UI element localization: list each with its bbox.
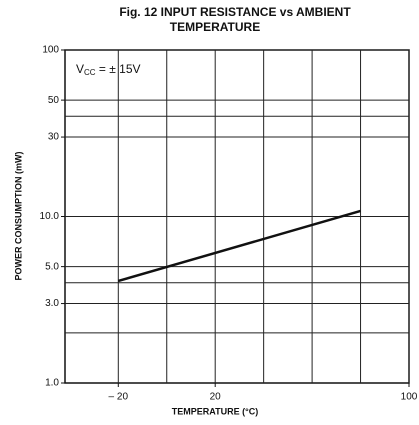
x-axis-label: TEMPERATURE (°C)	[172, 406, 258, 416]
y-tick-label: 100	[42, 45, 59, 56]
data-line	[117, 209, 361, 283]
chart-title: TEMPERATURE	[170, 20, 260, 34]
annotation: VCC = ± 15V	[76, 62, 141, 77]
y-tick-label: 5.0	[45, 261, 59, 272]
x-tick-label: 100	[401, 392, 418, 403]
chart-title: Fig. 12 INPUT RESISTANCE vs AMBIENT	[119, 5, 351, 19]
x-tick-label: – 20	[109, 392, 129, 403]
annotation-part: V	[76, 62, 84, 76]
x-tick-label: 20	[210, 392, 222, 403]
y-tick-label: 1.0	[45, 378, 59, 389]
annotation-sub: CC	[84, 68, 96, 77]
y-tick-label: 10.0	[40, 211, 60, 222]
y-tick-label: 30	[48, 132, 60, 143]
y-tick-label: 3.0	[45, 298, 59, 309]
y-axis-label: POWER CONSUMPTION (mW)	[13, 152, 23, 281]
y-tick-label: 50	[48, 95, 60, 106]
